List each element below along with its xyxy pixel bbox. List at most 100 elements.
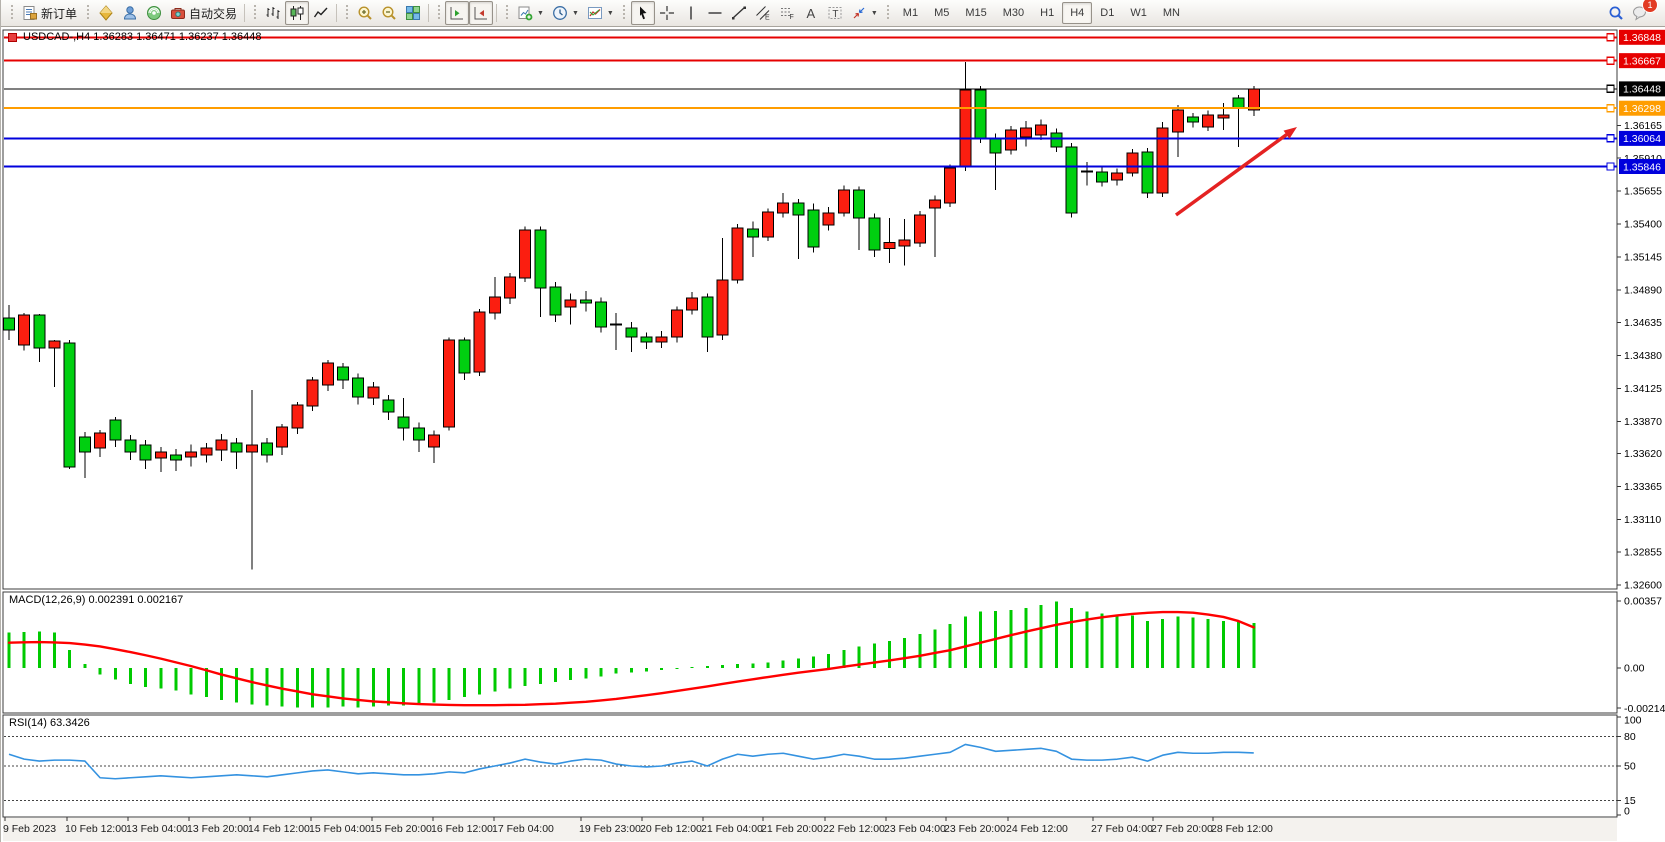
notifications-button[interactable]: 1 bbox=[1628, 0, 1658, 25]
dropdown-arrow-icon[interactable]: ▼ bbox=[606, 9, 614, 17]
horizontal-line-button[interactable] bbox=[703, 1, 727, 25]
line-handle bbox=[1606, 104, 1615, 113]
crosshair-button[interactable] bbox=[655, 1, 679, 25]
time-label: 23 Feb 20:00 bbox=[944, 823, 1006, 835]
svg-text:1.36064: 1.36064 bbox=[1623, 133, 1661, 145]
svg-text:1.36667: 1.36667 bbox=[1623, 55, 1661, 67]
chart-title: USDCAD-,H4 1.36283 1.36471 1.36237 1.364… bbox=[8, 31, 262, 43]
timeframe-m1-button[interactable]: M1 bbox=[902, 7, 919, 19]
fibonacci-icon: F bbox=[779, 5, 795, 21]
time-label: 13 Feb 04:00 bbox=[126, 823, 188, 835]
dropdown-arrow-icon[interactable]: ▼ bbox=[571, 9, 579, 17]
time-label: 23 Feb 04:00 bbox=[884, 823, 946, 835]
auto-trading-button[interactable]: 自动交易 bbox=[166, 1, 241, 25]
chart-shift-button[interactable] bbox=[469, 1, 494, 25]
text-label-button[interactable]: T bbox=[823, 1, 847, 25]
text-icon: A bbox=[803, 5, 819, 21]
time-label: 15 Feb 20:00 bbox=[370, 823, 432, 835]
broadcast-icon[interactable] bbox=[142, 1, 166, 25]
chart-svg: 1.361651.359101.356551.354001.351451.348… bbox=[2, 29, 1665, 841]
timeframe-m5-button[interactable]: M5 bbox=[934, 7, 950, 19]
new-order-button-label: 新订单 bbox=[41, 6, 78, 21]
notification-badge: 1 bbox=[1642, 0, 1658, 13]
periods-button[interactable]: ▼ bbox=[548, 1, 583, 25]
styler-icon[interactable] bbox=[94, 1, 118, 25]
time-label: 20 Feb 12:00 bbox=[640, 823, 702, 835]
timeframe-h4-button[interactable]: H4 bbox=[1062, 2, 1093, 24]
line-chart-button[interactable] bbox=[309, 1, 333, 25]
svg-text:1.36298: 1.36298 bbox=[1623, 103, 1661, 115]
svg-text:1.35400: 1.35400 bbox=[1624, 219, 1662, 231]
svg-text:1.33365: 1.33365 bbox=[1624, 481, 1662, 493]
indicators-button[interactable]: ▼ bbox=[583, 1, 618, 25]
toolbar-grip bbox=[504, 5, 510, 21]
svg-text:1.34125: 1.34125 bbox=[1624, 383, 1662, 395]
search-button[interactable] bbox=[1604, 1, 1628, 25]
candlestick-icon bbox=[289, 5, 305, 21]
horizontal-line-objects[interactable]: 1.36848 1.36667 1.36448 1.36298 1.36064 1.358… bbox=[4, 29, 1665, 174]
svg-text:T: T bbox=[832, 9, 838, 20]
chart-canvas[interactable]: 1.36165 1.35910 1.35655 1.35400 1.35145 1.348… bbox=[1, 28, 1665, 842]
toolbar-grip bbox=[252, 5, 258, 21]
zoom-in-button[interactable] bbox=[353, 1, 377, 25]
new-chart-button[interactable]: ▼ bbox=[513, 1, 548, 25]
zoom-out-button[interactable] bbox=[377, 1, 401, 25]
timeframe-m30-button[interactable]: M30 bbox=[1002, 7, 1025, 19]
broadcast-icon-icon bbox=[146, 5, 162, 21]
line-chart-icon bbox=[313, 5, 329, 21]
rsi-indicator: 100 80 50 150 bbox=[4, 715, 1642, 818]
trendline-icon bbox=[731, 5, 747, 21]
time-label: 10 Feb 12:00 bbox=[65, 823, 127, 835]
time-label: 22 Feb 12:00 bbox=[823, 823, 885, 835]
time-label: 9 Feb 2023 bbox=[3, 823, 56, 835]
candlestick-series bbox=[3, 61, 1260, 570]
price-badge bbox=[1619, 158, 1665, 174]
cursor-button[interactable] bbox=[630, 1, 655, 25]
fibonacci-button[interactable]: F bbox=[775, 1, 799, 25]
auto-scroll-icon bbox=[449, 5, 465, 21]
auto-trading-button-label: 自动交易 bbox=[189, 6, 238, 21]
tile-windows-button[interactable] bbox=[401, 1, 425, 25]
toolbar-grip bbox=[436, 5, 442, 21]
svg-text:A: A bbox=[806, 6, 815, 21]
trend-arrow-annotation[interactable] bbox=[1174, 127, 1297, 217]
styler-icon-icon bbox=[98, 5, 114, 21]
chart-shift-icon bbox=[473, 5, 489, 21]
timeframe-w1-button[interactable]: W1 bbox=[1130, 7, 1147, 19]
svg-text:1.35846: 1.35846 bbox=[1623, 161, 1661, 173]
dropdown-arrow-icon[interactable]: ▼ bbox=[537, 9, 544, 17]
toolbar: 新订单 自动交易 ▼ ▼ ▼ E F A T ▼ M1 M5 M15 M30 H1 H4 D1 W1 MN 1 bbox=[1, 0, 1665, 27]
toolbar-grip bbox=[85, 5, 91, 21]
text-button[interactable]: A bbox=[799, 1, 823, 25]
svg-text:80: 80 bbox=[1624, 731, 1636, 743]
timeframe-mn-button[interactable]: MN bbox=[1162, 7, 1180, 19]
new-order-button[interactable]: 新订单 bbox=[18, 1, 81, 25]
svg-text:0.00: 0.00 bbox=[1624, 663, 1645, 675]
vertical-line-button[interactable] bbox=[679, 1, 703, 25]
timeframe-h1-button[interactable]: H1 bbox=[1040, 7, 1055, 19]
timeframe-m15-button[interactable]: M15 bbox=[965, 7, 987, 19]
arrows-icon bbox=[851, 5, 867, 21]
candlestick-button[interactable] bbox=[285, 1, 310, 25]
trendline-button[interactable] bbox=[727, 1, 751, 25]
auto-scroll-button[interactable] bbox=[445, 1, 470, 25]
dropdown-arrow-icon[interactable]: ▼ bbox=[870, 9, 878, 17]
community-icon[interactable] bbox=[118, 1, 142, 25]
arrows-button[interactable]: ▼ bbox=[847, 1, 882, 25]
symbol-marker-icon bbox=[8, 32, 17, 42]
time-label: 19 Feb 23:00 bbox=[579, 823, 641, 835]
timeframe-d1-button[interactable]: D1 bbox=[1100, 7, 1115, 19]
svg-text:1.36165: 1.36165 bbox=[1624, 120, 1662, 132]
svg-text:E: E bbox=[765, 15, 770, 22]
rsi-label: RSI(14) 63.3426 bbox=[9, 717, 90, 729]
svg-text:0.00357: 0.00357 bbox=[1624, 596, 1662, 608]
indicators-icon bbox=[587, 5, 603, 21]
time-label: 17 Feb 04:00 bbox=[492, 823, 554, 835]
price-badge bbox=[1619, 130, 1665, 146]
bar-chart-button[interactable] bbox=[261, 1, 285, 25]
toolbar-separator bbox=[496, 4, 498, 22]
new-chart-icon bbox=[517, 5, 533, 21]
channel-button[interactable]: E bbox=[751, 1, 775, 25]
macd-label: MACD(12,26,9) 0.002391 0.002167 bbox=[9, 594, 184, 606]
